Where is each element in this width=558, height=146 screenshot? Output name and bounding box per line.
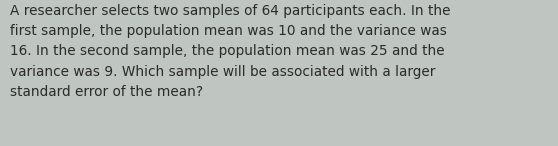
Text: A researcher selects two samples of 64 participants each. In the
first sample, t: A researcher selects two samples of 64 p… [10,4,450,99]
